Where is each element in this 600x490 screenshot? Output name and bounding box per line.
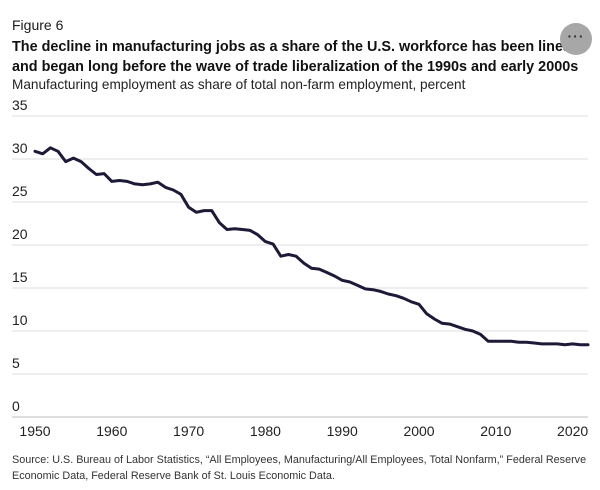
y-tick-label: 20 (12, 226, 28, 242)
x-tick-label: 2010 (480, 423, 511, 439)
x-tick-label: 2000 (403, 423, 434, 439)
chart-title: The decline in manufacturing jobs as a s… (12, 39, 579, 75)
y-tick-label: 35 (12, 97, 28, 113)
x-axis-ticks: 1950 1960 1970 1980 1990 2000 2010 2020 (19, 423, 588, 439)
y-tick-label: 15 (12, 269, 28, 285)
x-tick-label: 1980 (250, 423, 281, 439)
more-options-button[interactable]: ··· (560, 23, 592, 55)
x-tick-label: 2020 (557, 423, 588, 439)
y-tick-label: 0 (12, 398, 20, 414)
line-chart: 0 5 10 15 20 25 30 35 1950 1960 1970 1980 1990 2000 2… (12, 97, 590, 439)
y-tick-label: 25 (12, 183, 28, 199)
y-tick-label: 10 (12, 312, 28, 328)
source-note: Source: U.S. Bureau of Labor Statistics,… (12, 454, 587, 482)
x-tick-label: 1950 (19, 423, 50, 439)
series-line-0 (33, 146, 590, 347)
x-tick-label: 1990 (327, 423, 358, 439)
figure-label: Figure 6 (12, 17, 64, 33)
x-tick-label: 1970 (173, 423, 204, 439)
chart-subtitle: Manufacturing employment as share of tot… (12, 77, 466, 92)
y-axis-ticks: 0 5 10 15 20 25 30 35 (12, 97, 28, 414)
more-horizontal-icon: ··· (567, 28, 585, 44)
y-tick-label: 5 (12, 355, 20, 371)
y-tick-label: 30 (12, 140, 28, 156)
grid-lines (12, 115, 588, 418)
series-lines (33, 146, 590, 347)
x-tick-label: 1960 (96, 423, 127, 439)
